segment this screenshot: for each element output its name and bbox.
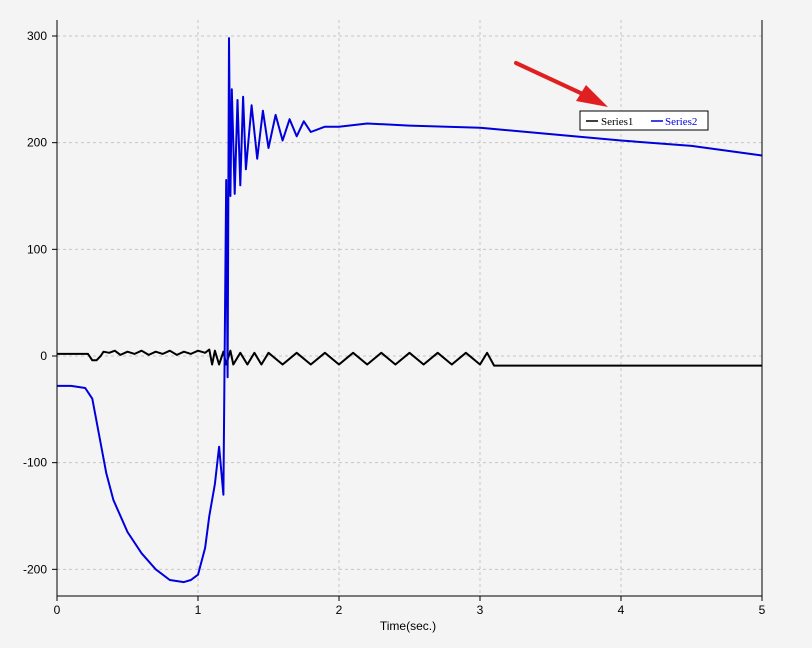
red-arrow-annotation xyxy=(514,61,608,107)
x-tick-label: 1 xyxy=(195,603,202,617)
y-tick-label: 300 xyxy=(27,29,47,43)
legend[interactable]: Series1 Series2 xyxy=(579,110,709,131)
arrow-shaft xyxy=(514,61,589,98)
series-layer xyxy=(57,37,763,584)
x-tick-label: 0 xyxy=(54,603,61,617)
y-tick-label: 100 xyxy=(27,242,47,256)
series-line-1 xyxy=(57,348,762,367)
ticks: -200 -100 0 100 200 300 0 1 2 3 4 5 xyxy=(23,29,766,617)
y-tick-label: -200 xyxy=(23,562,47,576)
series-line-2 xyxy=(57,37,763,584)
legend-label-series2: Series2 xyxy=(665,116,697,128)
plot-area xyxy=(57,20,762,596)
arrow-head xyxy=(576,85,608,107)
legend-label-series1: Series1 xyxy=(601,116,633,128)
x-axis-title: Time(sec.) xyxy=(380,619,436,633)
x-tick-label: 3 xyxy=(477,603,484,617)
x-tick-label: 4 xyxy=(618,603,625,617)
y-tick-label: 0 xyxy=(40,349,47,363)
plot-frame xyxy=(56,20,763,597)
legend-box xyxy=(579,110,709,131)
y-tick-label: 200 xyxy=(27,136,47,150)
y-tick-label: -100 xyxy=(23,456,47,470)
x-tick-label: 2 xyxy=(336,603,343,617)
x-tick-label: 5 xyxy=(759,603,766,617)
